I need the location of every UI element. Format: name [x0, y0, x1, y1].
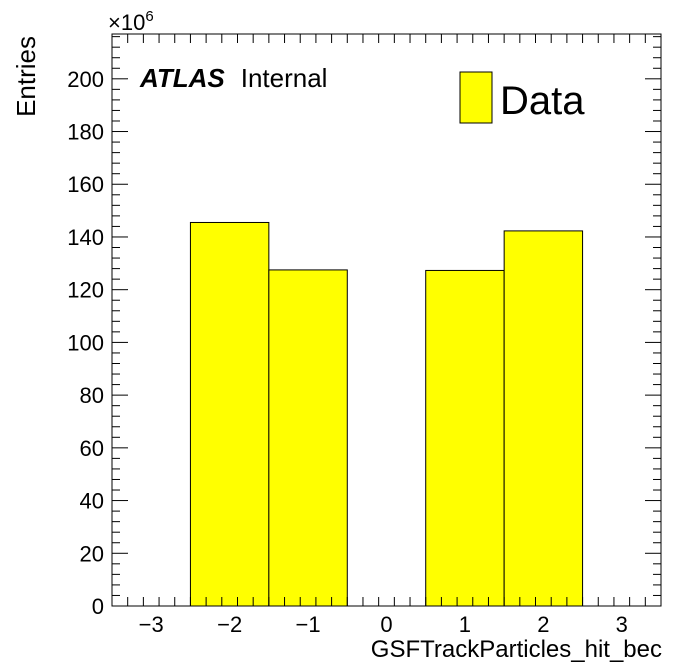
atlas-internal-label: Internal	[241, 63, 328, 93]
y-tick-label: 200	[67, 67, 104, 92]
histogram-bar	[189, 221, 270, 607]
legend: Data	[459, 71, 585, 124]
y-axis-multiplier-base: ×10	[108, 10, 145, 35]
y-axis-ticks: 0 20 40 60 80 100 120 140 160 180 200	[67, 36, 661, 619]
y-axis-multiplier-exponent: 6	[145, 8, 153, 25]
atlas-bold-label: ATLAS	[139, 63, 225, 93]
y-tick-label: 140	[67, 225, 104, 250]
x-tick-label: 1	[459, 612, 471, 637]
y-axis-label: Entries	[11, 36, 41, 117]
legend-swatch-data	[459, 71, 493, 124]
x-tick-label: −1	[296, 612, 321, 637]
x-tick-label: 2	[537, 612, 549, 637]
x-tick-label: −3	[139, 612, 164, 637]
plot-frame	[111, 33, 662, 607]
y-tick-label: 100	[67, 330, 104, 355]
y-tick-label: 40	[80, 489, 104, 514]
x-tick-label: −2	[217, 612, 242, 637]
x-axis-ticks: −3 −2 −1 0 1 2 3	[111, 34, 662, 637]
legend-label-data: Data	[500, 79, 585, 123]
y-axis-multiplier: ×106	[108, 8, 154, 35]
histogram-bar	[503, 230, 584, 607]
x-tick-label: 3	[616, 612, 628, 637]
atlas-label: ATLAS Internal	[139, 63, 327, 93]
y-tick-label: 120	[67, 278, 104, 303]
y-tick-label: 80	[80, 383, 104, 408]
y-tick-label: 0	[92, 594, 104, 619]
y-tick-label: 160	[67, 172, 104, 197]
histogram-bars	[189, 221, 584, 607]
histogram-bar	[268, 269, 348, 607]
y-tick-label: 20	[80, 541, 104, 566]
histogram-bar	[425, 269, 505, 607]
x-axis-label: GSFTrackParticles_hit_bec	[371, 636, 662, 663]
y-tick-label: 180	[67, 120, 104, 145]
x-tick-label: 0	[380, 612, 392, 637]
y-tick-label: 60	[80, 436, 104, 461]
